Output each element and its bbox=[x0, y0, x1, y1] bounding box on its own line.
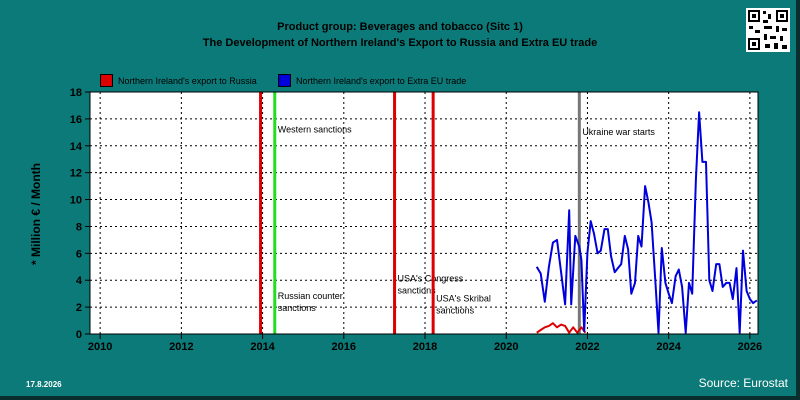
series-line-extra-eu bbox=[535, 111, 758, 334]
source-note: Source: Eurostat bbox=[698, 376, 788, 390]
y-tick-label: 12 bbox=[70, 168, 82, 180]
y-tick-label: 0 bbox=[76, 329, 82, 341]
event-label: Russian counter sanctions bbox=[278, 291, 343, 313]
legend-label-russia: Northern Ireland's export to Russia bbox=[118, 75, 257, 86]
event-label: Ukraine war starts bbox=[582, 127, 655, 137]
x-tick-label: 2024 bbox=[656, 341, 681, 353]
chart-title: Product group: Beverages and tobacco (Si… bbox=[277, 21, 523, 33]
legend-entry-extra-eu: Northern Ireland's export to Extra EU tr… bbox=[278, 74, 466, 87]
y-tick-label: 14 bbox=[70, 141, 83, 153]
event-label: Western sanctions bbox=[278, 124, 352, 134]
x-tick-label: 2026 bbox=[738, 341, 762, 353]
y-tick-label: 4 bbox=[76, 275, 83, 287]
x-tick-label: 2020 bbox=[494, 341, 518, 353]
event-label: USA's Congress sanctions bbox=[398, 274, 464, 296]
legend-swatch-extra-eu bbox=[278, 74, 291, 87]
legend-swatch-russia bbox=[100, 74, 113, 87]
x-tick-label: 2018 bbox=[413, 341, 437, 353]
y-tick-label: 10 bbox=[70, 195, 82, 207]
x-tick-label: 2016 bbox=[332, 341, 356, 353]
chart-subtitle: The Development of Northern Ireland's Ex… bbox=[202, 37, 598, 49]
y-tick-label: 2 bbox=[76, 302, 82, 314]
grid bbox=[90, 92, 758, 334]
qr-code-icon bbox=[746, 8, 790, 52]
x-tick-label: 2012 bbox=[169, 341, 193, 353]
axes: 0 2 4 6 8 10 12 14 16 18 2010 2012 2014 2016 2018 2020 2… bbox=[70, 87, 762, 353]
x-tick-label: 2010 bbox=[88, 341, 112, 353]
legend-entry-russia: Northern Ireland's export to Russia bbox=[100, 74, 257, 87]
legend-label-extra-eu: Northern Ireland's export to Extra EU tr… bbox=[296, 75, 467, 86]
event-label: USA's Skribal sanctions bbox=[436, 294, 491, 316]
y-tick-label: 6 bbox=[76, 248, 82, 260]
x-tick-label: 2022 bbox=[575, 341, 599, 353]
series-line-russia bbox=[536, 322, 587, 334]
y-tick-label: 18 bbox=[70, 87, 82, 99]
y-tick-label: 8 bbox=[76, 221, 82, 233]
export-date: 17.8.2026 bbox=[26, 380, 62, 389]
plot-border bbox=[89, 91, 759, 335]
x-tick-label: 2014 bbox=[250, 341, 275, 353]
y-tick-label: 16 bbox=[70, 114, 82, 126]
plot-area bbox=[90, 92, 758, 334]
